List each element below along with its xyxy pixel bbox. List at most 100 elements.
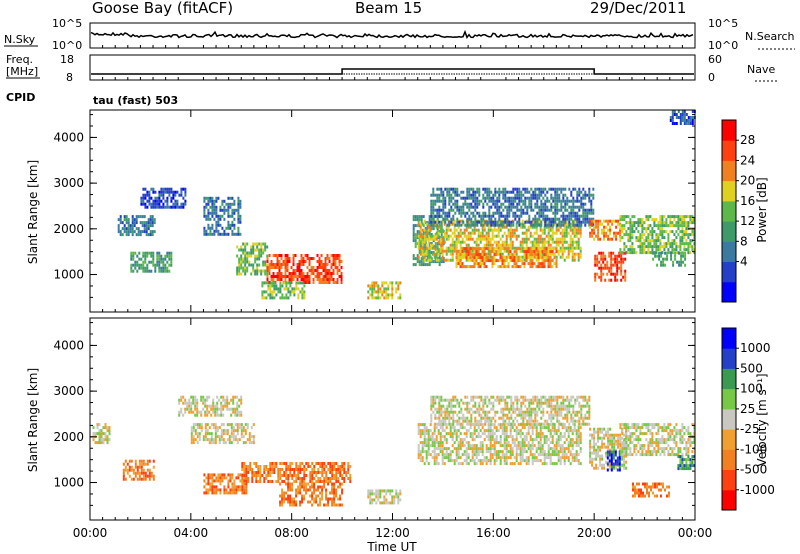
heatmap-cell <box>579 228 582 232</box>
heatmap-cell <box>680 260 683 264</box>
heatmap-cell <box>240 272 243 276</box>
heatmap-cell <box>562 220 565 224</box>
heatmap-cell <box>251 480 254 483</box>
heatmap-cell <box>295 281 298 285</box>
heatmap-cell <box>483 256 486 260</box>
heatmap-cell <box>653 230 656 234</box>
heatmap-cell <box>486 220 489 224</box>
heatmap-cell <box>429 228 432 232</box>
heatmap-cell <box>465 435 468 439</box>
heatmap-cell <box>439 432 442 436</box>
heatmap-cell <box>295 503 298 507</box>
heatmap-cell <box>496 220 499 224</box>
heatmap-cell <box>439 240 442 244</box>
heatmap-cell <box>544 214 547 218</box>
heatmap-cell <box>445 423 448 427</box>
heatmap-cell <box>551 252 554 256</box>
heatmap-cell <box>477 243 480 247</box>
heatmap-cell <box>100 441 103 445</box>
heatmap-cell <box>379 495 382 499</box>
heatmap-cell <box>489 438 492 442</box>
heatmap-cell <box>318 260 321 263</box>
heatmap-cell <box>629 251 632 255</box>
heatmap-cell <box>489 444 492 448</box>
heatmap-cell <box>433 432 436 436</box>
heatmap-cell <box>675 236 678 240</box>
heatmap-cell <box>190 438 193 442</box>
heatmap-cell <box>554 199 557 203</box>
heatmap-cell <box>579 234 582 238</box>
heatmap-cell <box>483 456 486 460</box>
heatmap-cell <box>481 441 484 445</box>
heatmap-cell <box>237 220 240 224</box>
heatmap-cell <box>477 265 480 269</box>
heatmap-cell <box>501 426 504 430</box>
heatmap-cell <box>550 208 553 212</box>
heatmap-cell <box>679 230 682 234</box>
heatmap-cell <box>321 480 324 483</box>
heatmap-cell <box>495 426 498 430</box>
heatmap-cell <box>503 265 506 269</box>
heatmap-cell <box>256 257 259 261</box>
heatmap-cell <box>168 254 171 258</box>
heatmap-cell <box>434 199 437 203</box>
heatmap-cell <box>196 441 199 445</box>
heatmap-cell <box>568 223 571 227</box>
heatmap-cell <box>470 202 473 206</box>
heatmap-cell <box>441 429 444 433</box>
heatmap-cell <box>533 250 536 254</box>
heatmap-cell <box>236 269 239 273</box>
heatmap-cell <box>469 265 472 269</box>
heatmap-cell <box>263 471 266 474</box>
heatmap-cell <box>301 485 304 489</box>
heatmap-cell <box>550 187 553 191</box>
heatmap-cell <box>544 202 547 206</box>
heatmap-cell <box>160 254 163 258</box>
heatmap-cell <box>466 205 469 209</box>
heatmap-cell <box>284 254 287 257</box>
heatmap-cell <box>616 257 619 261</box>
heatmap-cell <box>204 413 207 417</box>
heatmap-cell <box>687 224 690 228</box>
heatmap-cell <box>134 260 137 264</box>
heatmap-cell <box>547 243 550 247</box>
heatmap-cell <box>296 266 299 269</box>
heatmap-cell <box>441 228 444 232</box>
heatmap-cell <box>124 477 127 481</box>
heatmap-cell <box>505 255 508 259</box>
heatmap-cell <box>683 110 686 113</box>
heatmap-cell <box>427 462 430 466</box>
heatmap-cell <box>491 256 494 260</box>
heatmap-cell <box>229 202 232 206</box>
heatmap-cell <box>510 208 513 212</box>
heatmap-cell <box>478 193 481 197</box>
heatmap-cell <box>509 247 512 251</box>
heatmap-cell <box>271 293 274 297</box>
heatmap-cell <box>307 500 310 504</box>
heatmap-cell <box>308 260 311 263</box>
heatmap-cell <box>98 423 101 427</box>
heatmap-cell <box>131 215 134 219</box>
heatmap-cell <box>288 278 291 281</box>
heatmap-cell <box>458 220 461 224</box>
heatmap-cell <box>261 293 264 297</box>
heatmap-cell <box>535 225 538 229</box>
heatmap-cell <box>467 253 470 257</box>
heatmap-cell <box>582 187 585 191</box>
heatmap-cell <box>459 259 462 263</box>
heatmap-cell <box>151 224 154 228</box>
heatmap-cell <box>444 214 447 218</box>
heatmap-cell <box>229 214 232 218</box>
heatmap-cell <box>513 259 516 263</box>
y-tick-label: 1000 <box>53 268 84 282</box>
heatmap-cell <box>450 208 453 212</box>
heatmap-cell <box>233 217 236 221</box>
heatmap-cell <box>477 237 480 241</box>
velocity-heatmap-cells <box>92 395 696 507</box>
heatmap-cell <box>516 190 519 194</box>
heatmap-cell <box>225 232 228 236</box>
heatmap-cell <box>505 225 508 229</box>
heatmap-cell <box>609 219 612 223</box>
heatmap-cell <box>679 116 682 119</box>
heatmap-cell <box>299 468 302 471</box>
